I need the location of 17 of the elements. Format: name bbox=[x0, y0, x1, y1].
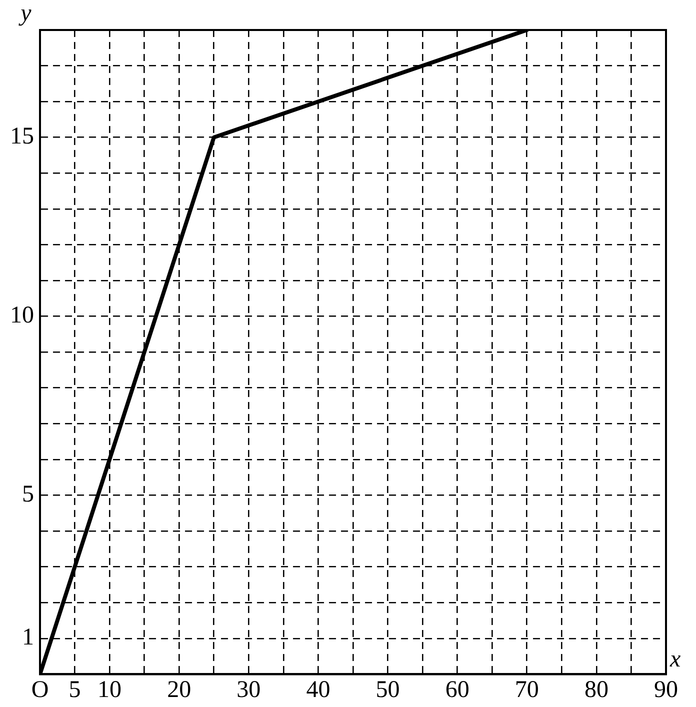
x-tick-label: 20 bbox=[167, 676, 192, 703]
x-tick-label: 10 bbox=[98, 676, 122, 703]
x-tick-label: 70 bbox=[514, 676, 539, 703]
y-tick-label: 10 bbox=[10, 302, 34, 329]
y-tick-label: 15 bbox=[10, 124, 34, 150]
x-tick-label: 50 bbox=[376, 676, 400, 703]
x-tick-label: 30 bbox=[236, 676, 261, 703]
x-tick-label: 5 bbox=[68, 676, 81, 703]
x-tick-label: O bbox=[31, 676, 49, 703]
x-tick-label: 40 bbox=[306, 676, 330, 703]
x-tick-label: 90 bbox=[654, 676, 678, 703]
y-axis-title: y bbox=[18, 0, 32, 26]
y-tick-label: 5 bbox=[22, 482, 34, 508]
x-tick-label: 60 bbox=[445, 676, 470, 703]
y-tick-label: 1 bbox=[22, 624, 34, 651]
x-axis-title: x bbox=[669, 646, 681, 673]
x-tick-label: 80 bbox=[584, 676, 608, 703]
